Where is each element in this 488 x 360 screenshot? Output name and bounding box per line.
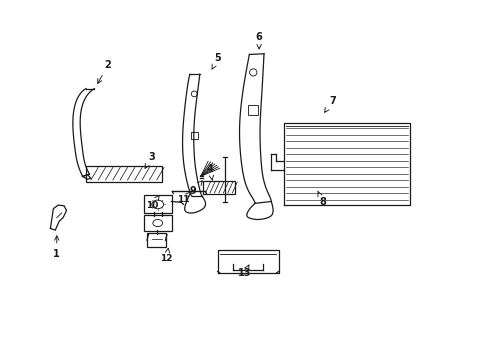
Text: 4: 4	[206, 164, 213, 180]
Text: 7: 7	[324, 96, 335, 112]
Text: 12: 12	[160, 248, 172, 264]
Text: 8: 8	[317, 191, 325, 207]
Bar	[248, 105, 258, 115]
Bar	[86, 166, 161, 182]
Text: 9: 9	[189, 181, 202, 196]
Text: 3: 3	[145, 152, 155, 168]
Text: 13: 13	[237, 265, 251, 278]
Text: 10: 10	[145, 195, 159, 210]
Text: 5: 5	[212, 53, 221, 69]
Text: 11: 11	[177, 192, 190, 204]
Text: 2: 2	[98, 60, 111, 84]
Text: 6: 6	[255, 32, 262, 49]
Text: 1: 1	[53, 236, 60, 258]
Bar	[190, 132, 197, 139]
Bar	[203, 181, 234, 194]
